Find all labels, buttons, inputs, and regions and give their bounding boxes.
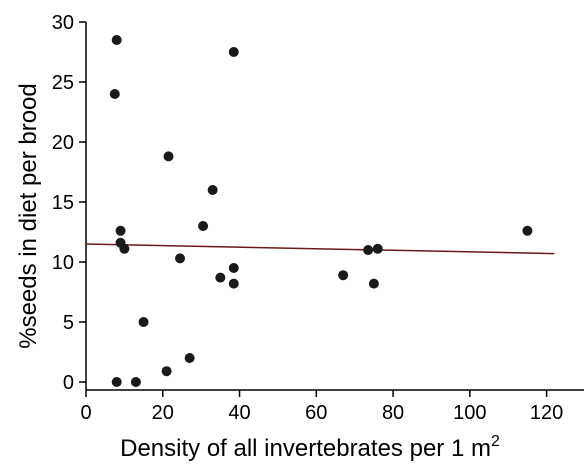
x-tick-label: 40 (228, 402, 250, 424)
data-point (363, 245, 374, 255)
y-tick-label: 30 (52, 12, 74, 34)
trendline (85, 243, 555, 255)
data-point (161, 366, 172, 377)
data-point (175, 253, 186, 264)
y-tick-label: 20 (52, 132, 74, 154)
y-tick-label: 0 (63, 372, 74, 394)
data-point (111, 35, 122, 45)
data-point (111, 377, 122, 387)
y-tick-label: 10 (52, 252, 74, 274)
data-points (109, 35, 533, 387)
y-axis-title: %seeds in diet per brood (15, 83, 42, 349)
x-axis-title-superscript: 2 (491, 433, 500, 450)
data-point (198, 221, 209, 231)
data-point (338, 270, 349, 281)
data-point (522, 225, 533, 236)
x-axis-ticks: 0 20 40 60 80 100 120 (80, 390, 563, 424)
x-tick-label: 20 (152, 402, 174, 424)
x-tick-label: 80 (382, 402, 404, 424)
data-point (109, 89, 120, 99)
data-point (228, 263, 239, 273)
data-point (207, 185, 218, 195)
x-tick-label: 60 (305, 402, 327, 424)
data-point (130, 377, 141, 387)
y-tick-label: 25 (52, 72, 74, 94)
data-point (228, 47, 239, 57)
x-tick-label: 100 (453, 402, 486, 424)
y-tick-label: 5 (63, 312, 74, 334)
data-point (115, 225, 126, 236)
x-tick-label: 120 (530, 402, 563, 424)
x-tick-label: 0 (80, 402, 91, 424)
data-point (372, 243, 383, 254)
data-point (163, 151, 174, 162)
y-axis-ticks: 0 5 10 15 20 25 30 (52, 12, 86, 394)
data-point (119, 243, 130, 254)
x-axis-title: Density of all invertebrates per 1 m2 (120, 433, 500, 462)
data-point (228, 278, 239, 289)
data-point (215, 272, 226, 283)
trendline-group (85, 243, 555, 255)
data-point (184, 353, 195, 363)
data-point (138, 317, 149, 327)
data-point (368, 278, 379, 289)
y-tick-label: 15 (52, 192, 74, 214)
